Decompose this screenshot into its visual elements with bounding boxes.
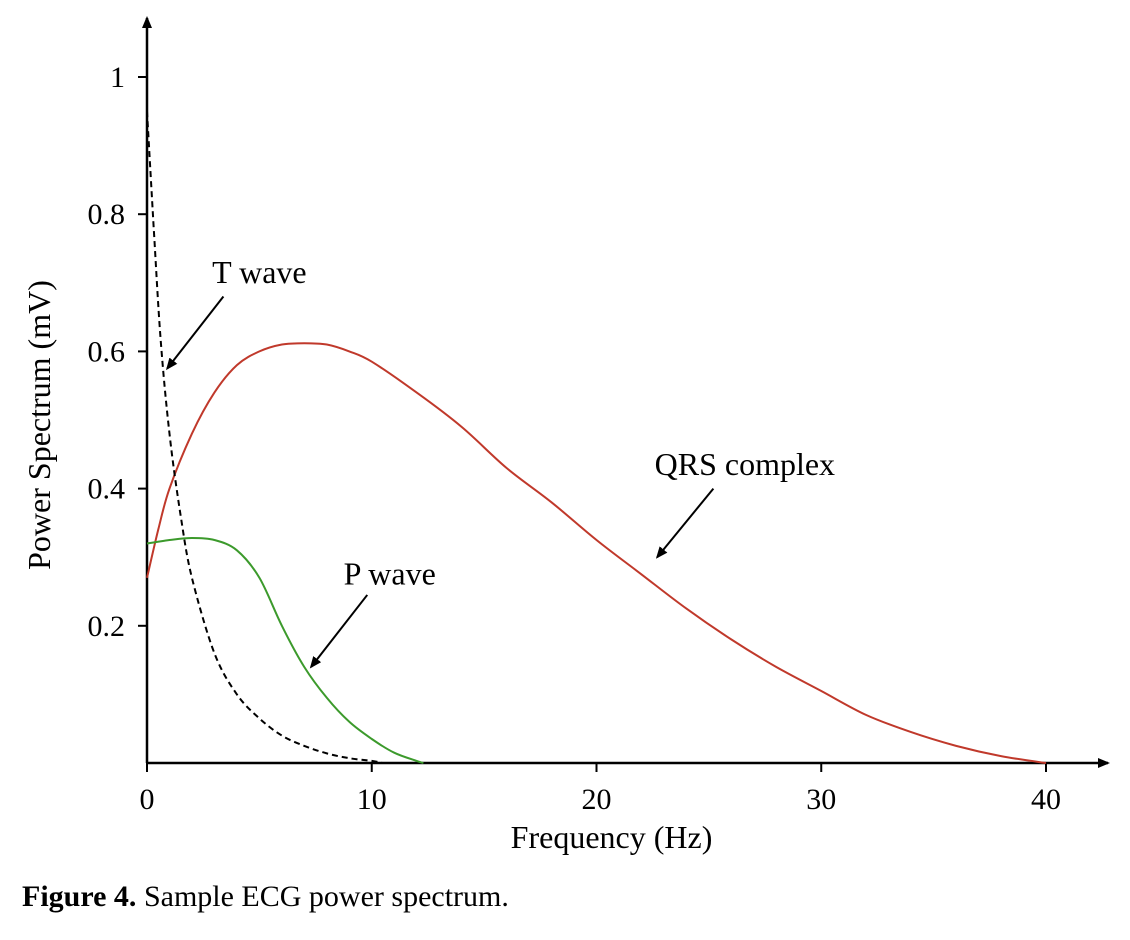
- annotation-t-wave: T wave: [212, 254, 306, 290]
- annotation-t-wave-arrow: [165, 295, 225, 371]
- x-tick-label: 30: [806, 783, 836, 816]
- figure-caption: Figure 4. Sample ECG power spectrum.: [22, 880, 509, 914]
- series-qrs-complex-line: [146, 342, 1047, 764]
- y-tick-label: 0.6: [88, 335, 126, 368]
- annotation-p-wave: P wave: [344, 556, 436, 592]
- caption-label: Figure 4.: [22, 880, 137, 913]
- y-axis-title: Power Spectrum (mV): [21, 280, 57, 570]
- series-layer: [146, 111, 1047, 764]
- axes: 0 10 20 30 40 0.2 0.4 0.6 0.8 1: [88, 16, 1110, 816]
- caption-text: Sample ECG power spectrum.: [136, 880, 509, 913]
- x-tick-label: 40: [1031, 783, 1061, 816]
- y-tick-label: 0.4: [88, 473, 126, 506]
- y-tick-label: 0.8: [88, 198, 126, 231]
- annotation-qrs-complex-arrow: [655, 487, 715, 559]
- x-axis-title: Frequency (Hz): [511, 819, 713, 855]
- series-t-wave-line: [146, 111, 384, 764]
- y-tick-label: 1: [110, 61, 125, 94]
- annotation-layer: T wave QRS complex P wave: [165, 254, 835, 669]
- x-tick-label: 20: [582, 783, 612, 816]
- y-tick-label: 0.2: [88, 610, 126, 643]
- x-tick-label: 0: [140, 783, 155, 816]
- series-p-wave-line: [146, 536, 424, 764]
- annotation-qrs-complex: QRS complex: [655, 446, 835, 482]
- x-tick-label: 10: [357, 783, 387, 816]
- annotation-p-wave-arrow: [309, 594, 369, 669]
- ecg-power-spectrum-chart: 0 10 20 30 40 0.2 0.4 0.6 0.8 1 T wave QRS complex…: [21, 16, 1110, 855]
